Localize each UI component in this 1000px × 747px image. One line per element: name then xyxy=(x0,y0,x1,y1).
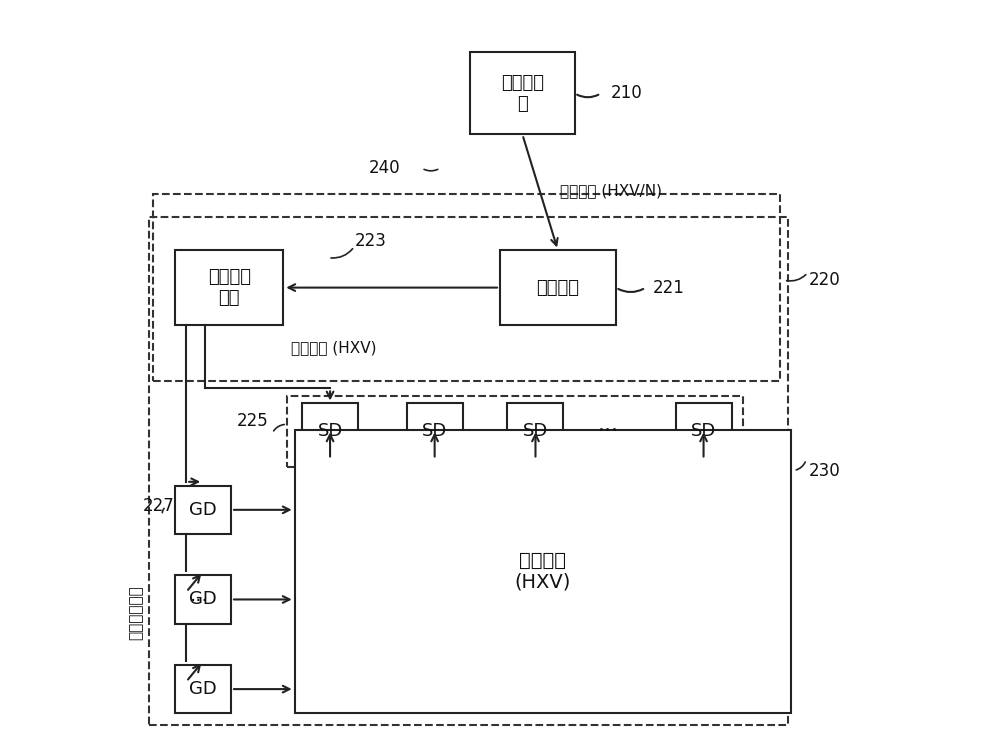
Text: 221: 221 xyxy=(653,279,685,297)
Text: 220: 220 xyxy=(809,271,840,289)
FancyBboxPatch shape xyxy=(500,250,616,325)
Text: GD: GD xyxy=(189,590,217,609)
FancyBboxPatch shape xyxy=(175,250,283,325)
FancyBboxPatch shape xyxy=(175,665,231,713)
Text: 227: 227 xyxy=(143,498,175,515)
Text: 225: 225 xyxy=(237,412,268,430)
Text: 223: 223 xyxy=(354,232,386,250)
Text: 时序控制
单元: 时序控制 单元 xyxy=(208,268,251,307)
FancyBboxPatch shape xyxy=(295,430,791,713)
FancyBboxPatch shape xyxy=(302,403,358,459)
Text: 液晶荧幕
(HXV): 液晶荧幕 (HXV) xyxy=(515,551,571,592)
FancyBboxPatch shape xyxy=(407,403,463,459)
Text: 液晶荧幕模组: 液晶荧幕模组 xyxy=(128,585,143,640)
FancyBboxPatch shape xyxy=(175,575,231,624)
Text: 210: 210 xyxy=(611,84,642,102)
FancyBboxPatch shape xyxy=(507,403,563,459)
Text: 230: 230 xyxy=(809,462,840,480)
Text: ···: ··· xyxy=(598,421,619,441)
Text: SD: SD xyxy=(691,422,716,441)
Text: SD: SD xyxy=(317,422,343,441)
Text: 缩放单元: 缩放单元 xyxy=(536,279,579,297)
Text: 影像信号 (HXV): 影像信号 (HXV) xyxy=(291,340,376,355)
Text: SD: SD xyxy=(422,422,447,441)
Text: GD: GD xyxy=(189,680,217,698)
Text: SD: SD xyxy=(523,422,548,441)
FancyBboxPatch shape xyxy=(175,486,231,534)
Text: 应用处理
器: 应用处理 器 xyxy=(501,74,544,113)
Text: GD: GD xyxy=(189,500,217,519)
Text: 240: 240 xyxy=(369,159,401,177)
FancyBboxPatch shape xyxy=(470,52,575,134)
Text: 影像信号 (HXV/N): 影像信号 (HXV/N) xyxy=(560,183,662,198)
Text: ···: ··· xyxy=(190,592,208,611)
FancyBboxPatch shape xyxy=(676,403,732,459)
